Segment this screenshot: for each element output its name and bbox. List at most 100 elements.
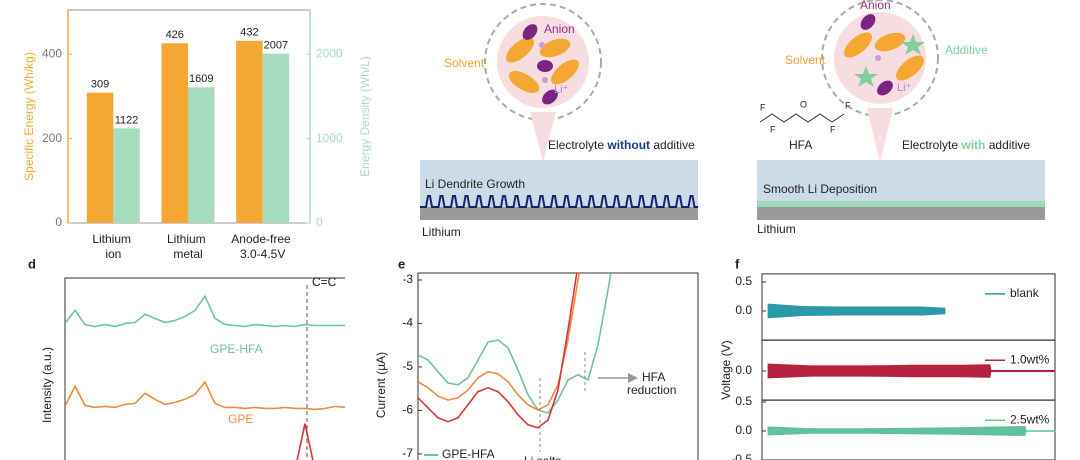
bar-chart: 0 200 400 0 1000 2000 Specific Energy (Wh/kg) E… bbox=[22, 9, 372, 261]
legend-label: 2.5wt% bbox=[1010, 412, 1050, 426]
substrate-label: Lithium bbox=[757, 222, 796, 236]
y2-tick-label: 2000 bbox=[316, 46, 343, 60]
additive bbox=[854, 66, 878, 87]
annotation: C=C bbox=[312, 275, 337, 289]
atom-label: F bbox=[760, 102, 766, 112]
zoom-funnel bbox=[530, 112, 556, 162]
x-tick-label: Anode-free 3.0-4.5V bbox=[231, 232, 294, 261]
data-line bbox=[65, 380, 345, 411]
li-ion bbox=[539, 42, 545, 48]
electrolyte bbox=[757, 160, 1045, 202]
plot-frame bbox=[64, 277, 345, 460]
solvent bbox=[843, 32, 873, 58]
value-label: 1122 bbox=[115, 114, 139, 126]
y-tick-label: 0.0 bbox=[735, 423, 752, 437]
value-label: 426 bbox=[166, 29, 184, 41]
y-axis-title: Current (µA) bbox=[374, 352, 388, 418]
atom-label: O bbox=[800, 99, 807, 109]
label-li: Li⁺ bbox=[554, 84, 569, 96]
annotation: reduction bbox=[627, 383, 676, 397]
anion bbox=[542, 89, 558, 105]
lithium-substrate bbox=[757, 207, 1045, 220]
atom-label: F bbox=[845, 100, 851, 110]
panel-label: d bbox=[28, 256, 36, 271]
y-tick-label: -4 bbox=[402, 316, 413, 330]
x-tick-label: Lithium metal bbox=[167, 232, 209, 261]
data-line bbox=[418, 273, 578, 429]
li-deposit bbox=[757, 201, 1045, 207]
dendrites bbox=[420, 195, 698, 208]
plot-frame bbox=[761, 399, 1056, 460]
caption-text: Electrolyte bbox=[548, 138, 604, 152]
bar bbox=[188, 87, 215, 223]
y-tick-label: -6 bbox=[402, 403, 413, 417]
value-label: 432 bbox=[240, 27, 258, 39]
label-li: Li⁺ bbox=[897, 82, 912, 94]
solvent bbox=[550, 59, 580, 85]
voltage-band bbox=[767, 425, 1056, 437]
solvent bbox=[508, 71, 540, 93]
caption-text: additive bbox=[653, 138, 695, 152]
plot-area bbox=[65, 294, 345, 460]
diagram-b: Anion Solvent Li⁺ Electrolyte without ad… bbox=[420, 3, 698, 239]
y-tick-label: 0.5 bbox=[735, 394, 752, 408]
label-anion: Anion bbox=[860, 0, 891, 12]
panel-label: f bbox=[735, 256, 740, 271]
y-tick-label: -5 bbox=[402, 359, 413, 373]
lithium-substrate bbox=[420, 207, 698, 220]
y-axis-title: Intensity (a.u.) bbox=[40, 347, 54, 423]
atom-label: F bbox=[830, 124, 836, 134]
zoom-funnel bbox=[867, 108, 893, 162]
bar bbox=[113, 128, 140, 223]
y-tick-label: 400 bbox=[42, 46, 62, 60]
label-anion: Anion bbox=[544, 22, 575, 36]
y-tick-label: 200 bbox=[42, 131, 62, 145]
caption: Electrolyte with additive bbox=[902, 138, 1030, 152]
bar bbox=[86, 92, 114, 223]
data-line bbox=[296, 423, 314, 460]
hfa-skeleton bbox=[759, 113, 845, 123]
solvent bbox=[505, 37, 535, 63]
y2-axis-title: Energy Density (Wh/L) bbox=[358, 56, 372, 177]
annotation: Li salts bbox=[524, 454, 561, 460]
bar bbox=[236, 40, 263, 223]
molecule-label: HFA bbox=[789, 138, 812, 152]
voltage-band bbox=[767, 303, 946, 319]
x-tick-label: Lithium ion bbox=[92, 232, 134, 261]
voltage-band bbox=[767, 363, 1056, 379]
series-label: GPE-HFA bbox=[210, 342, 263, 356]
solvent bbox=[539, 38, 571, 58]
voltage-panel: 0.5 0.0 -0.5 2.5wt% bbox=[731, 394, 1056, 460]
anion bbox=[522, 24, 538, 40]
voltage-panel: 0.0 1.0wt% bbox=[735, 339, 1056, 401]
bar bbox=[161, 43, 188, 223]
series-label: GPE bbox=[228, 412, 253, 426]
label-additive: Additive bbox=[945, 43, 988, 57]
substrate-label: Lithium bbox=[422, 225, 461, 239]
layer-label: Smooth Li Deposition bbox=[763, 182, 877, 196]
anion bbox=[877, 80, 893, 96]
data-line bbox=[65, 294, 345, 328]
y-tick-label: 0.5 bbox=[735, 274, 752, 288]
label-solvent: Solvent bbox=[444, 56, 485, 70]
legend-label: blank bbox=[1010, 286, 1040, 300]
data-line bbox=[418, 273, 612, 414]
layer-label: Li Dendrite Growth bbox=[425, 177, 525, 191]
legend-label: 1.0wt% bbox=[1010, 352, 1050, 366]
value-label: 1609 bbox=[189, 73, 213, 85]
diagram-c: Anion Solvent Additive Li⁺ F F O F F HFA… bbox=[757, 0, 1045, 236]
caption-text: Electrolyte bbox=[902, 138, 958, 152]
solvent bbox=[895, 55, 925, 81]
annotation-arrowhead bbox=[628, 373, 638, 383]
li-ion bbox=[542, 77, 548, 83]
y2-tick-label: 0 bbox=[316, 215, 323, 229]
voltage-panel: f Voltage (V) 0.5 0.0 blank bbox=[719, 256, 1056, 400]
y-tick-label: -3 bbox=[402, 272, 413, 286]
y-tick-label: 0.0 bbox=[735, 363, 752, 377]
caption-emphasis: without bbox=[606, 138, 650, 152]
y-tick-label: 0.0 bbox=[735, 303, 752, 317]
y-axis-title: Specific Energy (Wh/kg) bbox=[22, 52, 36, 181]
anion bbox=[537, 60, 553, 72]
